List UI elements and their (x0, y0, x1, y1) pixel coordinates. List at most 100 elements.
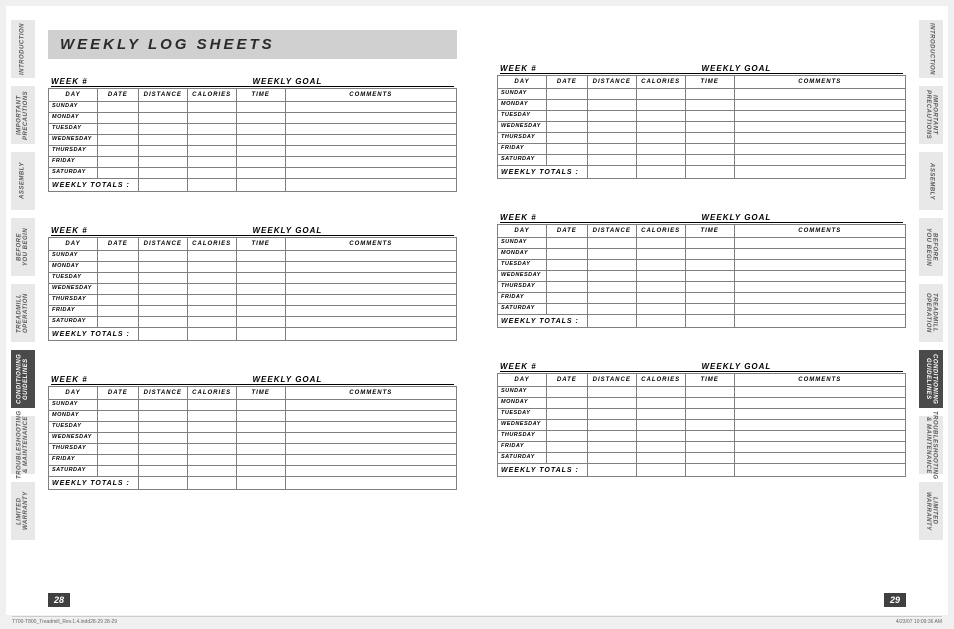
column-header: DATE (546, 374, 587, 387)
day-cell: SATURDAY (498, 155, 547, 166)
log-cell (636, 304, 685, 315)
week-block: WEEK #WEEKLY GOALDAYDATEDISTANCECALORIES… (497, 64, 906, 179)
column-header: CALORIES (636, 225, 685, 238)
log-cell (187, 157, 236, 168)
log-cell (734, 453, 905, 464)
log-cell (138, 444, 187, 455)
table-row: SATURDAY (49, 317, 457, 328)
log-cell (187, 284, 236, 295)
log-table: DAYDATEDISTANCECALORIESTIMECOMMENTSSUNDA… (48, 386, 457, 490)
right-page: WEEK #WEEKLY GOALDAYDATEDISTANCECALORIES… (497, 30, 906, 599)
section-tab: BEFORE YOU BEGIN (919, 218, 943, 276)
log-cell (685, 155, 734, 166)
log-cell (187, 317, 236, 328)
log-cell (285, 135, 456, 146)
table-row: MONDAY (49, 113, 457, 124)
day-cell: MONDAY (49, 262, 98, 273)
log-cell (138, 168, 187, 179)
weekly-goal-label: WEEKLY GOAL (253, 375, 455, 385)
totals-cell (685, 166, 734, 179)
log-cell (636, 442, 685, 453)
right-section-tabs: INTRODUCTIONIMPORTANT PRECAUTIONSASSEMBL… (919, 20, 943, 540)
column-header: TIME (236, 89, 285, 102)
log-cell (734, 100, 905, 111)
left-section-tabs: INTRODUCTIONIMPORTANT PRECAUTIONSASSEMBL… (11, 20, 35, 540)
totals-cell (285, 328, 456, 341)
log-cell (685, 420, 734, 431)
log-cell (587, 293, 636, 304)
table-row: THURSDAY (498, 282, 906, 293)
log-cell (587, 260, 636, 271)
log-cell (587, 122, 636, 133)
day-cell: SATURDAY (49, 466, 98, 477)
totals-cell (587, 315, 636, 328)
log-cell (97, 295, 138, 306)
left-page: WEEKLY LOG SHEETS WEEK #WEEKLY GOALDAYDA… (48, 30, 457, 599)
log-cell (734, 89, 905, 100)
log-cell (546, 304, 587, 315)
log-cell (734, 431, 905, 442)
table-row: SATURDAY (49, 466, 457, 477)
log-cell (636, 133, 685, 144)
section-tab: INTRODUCTION (919, 20, 943, 78)
table-row: SATURDAY (498, 453, 906, 464)
section-tab: ASSEMBLY (919, 152, 943, 210)
log-cell (187, 146, 236, 157)
totals-cell (236, 477, 285, 490)
log-cell (546, 420, 587, 431)
log-cell (285, 262, 456, 273)
column-header: CALORIES (187, 387, 236, 400)
log-cell (138, 400, 187, 411)
log-cell (97, 168, 138, 179)
log-cell (587, 133, 636, 144)
log-cell (636, 282, 685, 293)
log-cell (546, 260, 587, 271)
log-cell (734, 409, 905, 420)
week-number-label: WEEK # (51, 77, 253, 87)
weekly-goal-label: WEEKLY GOAL (253, 77, 455, 87)
log-cell (685, 122, 734, 133)
column-header: COMMENTS (285, 89, 456, 102)
log-cell (285, 113, 456, 124)
column-header: DISTANCE (138, 89, 187, 102)
log-cell (636, 111, 685, 122)
day-cell: SATURDAY (498, 453, 547, 464)
section-tab: TREADMILL OPERATION (11, 284, 35, 342)
log-cell (285, 433, 456, 444)
table-row: SUNDAY (49, 400, 457, 411)
log-cell (236, 455, 285, 466)
table-row: MONDAY (498, 249, 906, 260)
log-cell (636, 89, 685, 100)
log-cell (285, 284, 456, 295)
log-cell (685, 387, 734, 398)
day-cell: THURSDAY (498, 133, 547, 144)
log-cell (546, 89, 587, 100)
column-header: CALORIES (636, 374, 685, 387)
log-cell (685, 111, 734, 122)
log-cell (587, 398, 636, 409)
log-cell (636, 453, 685, 464)
totals-row: WEEKLY TOTALS : (49, 477, 457, 490)
log-cell (138, 113, 187, 124)
log-cell (546, 387, 587, 398)
log-cell (187, 400, 236, 411)
column-header: DATE (97, 238, 138, 251)
log-cell (138, 124, 187, 135)
log-cell (587, 89, 636, 100)
log-cell (685, 453, 734, 464)
week-header: WEEK #WEEKLY GOAL (497, 362, 906, 373)
table-row: MONDAY (498, 398, 906, 409)
totals-label: WEEKLY TOTALS : (498, 464, 588, 477)
totals-cell (187, 328, 236, 341)
log-cell (138, 157, 187, 168)
weekly-goal-label: WEEKLY GOAL (702, 64, 904, 74)
log-cell (285, 444, 456, 455)
totals-label: WEEKLY TOTALS : (49, 179, 139, 192)
table-row: THURSDAY (498, 431, 906, 442)
week-block: WEEK #WEEKLY GOALDAYDATEDISTANCECALORIES… (48, 77, 457, 192)
table-row: TUESDAY (498, 409, 906, 420)
log-cell (636, 387, 685, 398)
page-number-left: 28 (48, 593, 70, 607)
column-header: COMMENTS (734, 225, 905, 238)
log-cell (97, 284, 138, 295)
